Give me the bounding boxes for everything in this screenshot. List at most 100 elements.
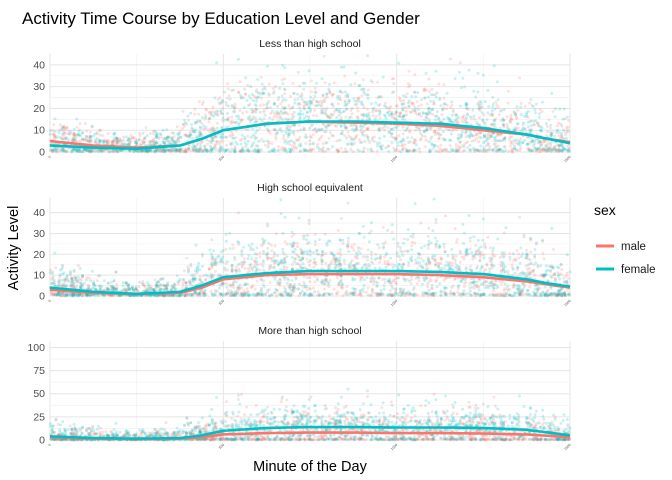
data-point-female <box>322 98 326 102</box>
data-point-female <box>503 145 507 149</box>
data-point-male <box>309 90 313 94</box>
data-point-female <box>536 141 540 145</box>
data-point-male <box>419 221 423 225</box>
data-point-male <box>149 139 153 143</box>
data-point-male <box>290 235 294 238</box>
data-point-male <box>429 137 433 141</box>
data-point-male <box>283 117 287 121</box>
data-point-male <box>269 243 273 247</box>
data-point-female <box>176 136 180 140</box>
data-point-female <box>533 108 537 112</box>
data-point-male <box>340 91 344 95</box>
data-point-female <box>313 90 317 94</box>
data-point-male <box>77 148 81 152</box>
data-point-female <box>538 146 542 150</box>
data-point-female <box>449 147 453 151</box>
data-point-male <box>126 139 130 143</box>
data-point-female <box>48 132 52 136</box>
data-point-male <box>292 114 296 118</box>
data-point-female <box>196 142 199 145</box>
data-point-female <box>216 109 220 113</box>
data-point-female <box>113 136 117 140</box>
data-point-female <box>308 276 312 279</box>
data-point-female <box>250 93 254 96</box>
data-point-female <box>485 118 489 122</box>
data-point-female <box>403 113 407 117</box>
data-point-female <box>198 150 202 154</box>
data-point-female <box>90 269 94 273</box>
data-point-male <box>414 128 418 132</box>
data-point-male <box>267 267 271 271</box>
data-point-male <box>356 116 360 119</box>
data-point-female <box>67 138 70 142</box>
data-point-female <box>549 141 553 145</box>
data-point-male <box>94 141 98 145</box>
data-point-female <box>565 136 569 140</box>
data-point-female <box>348 292 352 296</box>
data-point-female <box>273 102 277 106</box>
data-point-female <box>317 147 321 150</box>
data-point-female <box>184 133 188 137</box>
data-point-male <box>361 78 365 82</box>
data-point-female <box>246 139 250 143</box>
data-point-male <box>101 134 104 138</box>
data-point-female <box>290 230 294 234</box>
data-point-male <box>325 106 329 110</box>
data-point-female <box>367 114 371 118</box>
data-point-male <box>201 127 205 131</box>
data-point-male <box>461 115 465 119</box>
data-point-male <box>336 229 340 232</box>
data-point-male <box>399 111 403 115</box>
data-point-female <box>462 85 466 89</box>
data-point-female <box>289 147 293 151</box>
data-point-male <box>218 142 222 146</box>
data-point-male <box>240 148 244 152</box>
data-point-male <box>426 285 430 289</box>
data-point-male <box>262 108 266 112</box>
data-point-male <box>67 129 71 133</box>
data-point-female <box>159 133 163 137</box>
data-point-male <box>50 148 53 152</box>
data-point-male <box>184 147 188 151</box>
data-point-female <box>290 255 294 259</box>
data-point-male <box>361 255 365 259</box>
data-point-male <box>208 116 212 120</box>
data-point-male <box>268 256 272 260</box>
data-point-female <box>92 282 95 286</box>
data-point-female <box>250 143 254 147</box>
data-point-female <box>303 135 307 139</box>
data-point-female <box>521 141 525 145</box>
data-point-male <box>450 103 454 107</box>
data-point-male <box>427 90 431 93</box>
data-point-male <box>427 226 431 230</box>
data-point-male <box>557 121 561 125</box>
data-point-male <box>356 117 360 121</box>
data-point-male <box>483 122 487 125</box>
data-point-male <box>149 149 153 153</box>
data-point-female <box>191 136 194 140</box>
data-point-male <box>491 114 494 118</box>
data-point-female <box>236 57 240 61</box>
data-point-male <box>383 101 387 105</box>
data-point-female <box>490 112 494 116</box>
data-point-female <box>518 143 522 147</box>
data-point-female <box>512 283 516 287</box>
data-point-male <box>162 138 166 142</box>
data-point-female <box>89 279 93 283</box>
data-point-female <box>394 110 398 114</box>
data-point-male <box>343 99 347 103</box>
data-point-female <box>558 107 562 111</box>
data-point-female <box>172 131 175 135</box>
data-point-male <box>519 102 523 106</box>
data-point-female <box>328 90 332 94</box>
data-point-male <box>313 280 317 284</box>
data-point-female <box>212 136 215 140</box>
data-point-male <box>455 113 459 117</box>
data-point-male <box>416 113 420 117</box>
data-point-male <box>349 136 353 139</box>
data-point-female <box>76 149 80 153</box>
data-point-female <box>490 109 494 113</box>
data-point-male <box>280 78 284 82</box>
data-point-male <box>85 129 89 133</box>
data-point-male <box>279 126 282 130</box>
